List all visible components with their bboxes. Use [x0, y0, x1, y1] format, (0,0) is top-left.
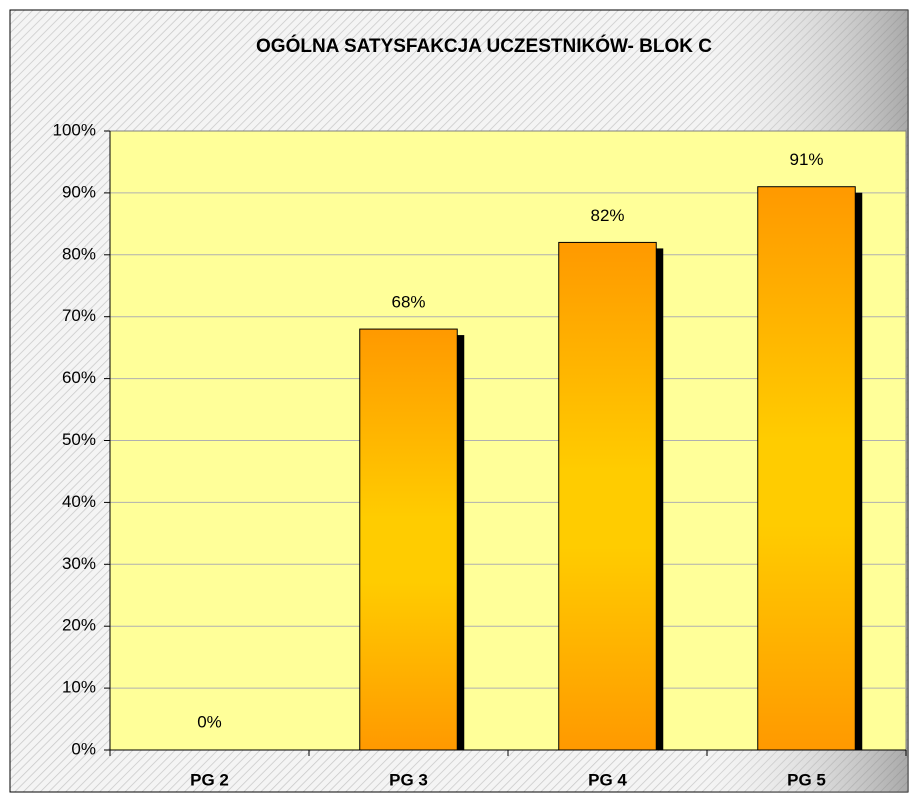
data-label: 91%	[789, 150, 823, 169]
x-tick-label: PG 4	[588, 770, 627, 789]
bar	[359, 328, 458, 751]
bar	[757, 186, 856, 751]
data-label: 68%	[391, 293, 425, 312]
x-tick-label: PG 2	[190, 770, 229, 789]
y-tick-label: 90%	[62, 182, 96, 201]
y-tick-label: 70%	[62, 306, 96, 325]
chart-title: OGÓLNA SATYSFAKCJA UCZESTNIKÓW- BLOK C	[256, 35, 712, 57]
y-tick-label: 10%	[62, 678, 96, 697]
y-tick-label: 100%	[53, 120, 96, 139]
y-tick-label: 60%	[62, 368, 96, 387]
y-tick-label: 30%	[62, 554, 96, 573]
y-tick-label: 40%	[62, 492, 96, 511]
data-label: 0%	[197, 712, 222, 731]
y-tick-label: 20%	[62, 616, 96, 635]
x-tick-label: PG 3	[389, 770, 428, 789]
y-tick-label: 50%	[62, 430, 96, 449]
bar	[558, 241, 657, 751]
y-tick-label: 0%	[71, 739, 96, 758]
data-label: 82%	[590, 206, 624, 225]
y-tick-label: 80%	[62, 244, 96, 263]
x-tick-label: PG 5	[787, 770, 826, 789]
